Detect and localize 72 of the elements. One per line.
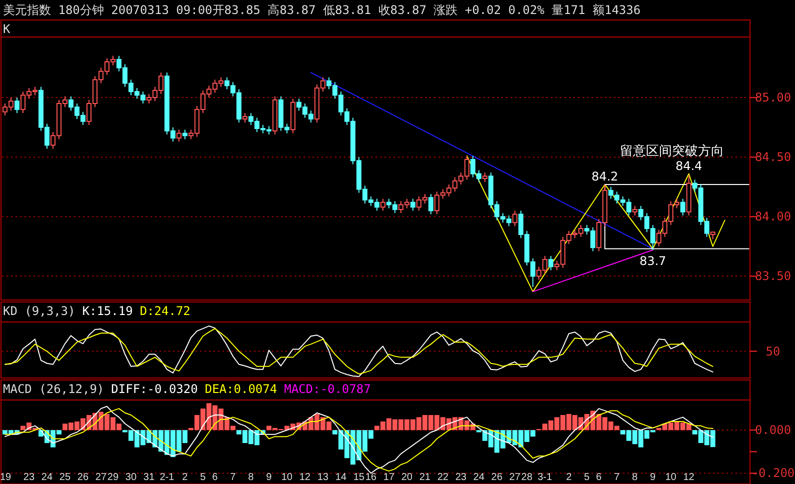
x-tick-label: 8 xyxy=(632,472,638,483)
candlestick xyxy=(182,129,188,140)
y-tick-label: 84.00 xyxy=(754,210,792,224)
x-tick-label: 26 xyxy=(491,472,503,483)
x-tick-label: 7 xyxy=(230,472,236,483)
x-tick-label: 12 xyxy=(683,472,695,483)
candlestick xyxy=(482,172,488,183)
x-tick-label: 27 xyxy=(509,472,521,483)
annotation: 84.2 xyxy=(591,169,618,184)
y-tick-label: 83.50 xyxy=(754,269,792,284)
annotation: 83.7 xyxy=(639,254,666,268)
candlestick xyxy=(14,97,20,114)
x-tick-label: 23 xyxy=(455,472,467,483)
x-tick-label: 17 xyxy=(383,472,395,483)
y-tick-label: 84.50 xyxy=(754,150,792,164)
line-series xyxy=(466,155,726,292)
x-tick-label: 2 xyxy=(566,472,572,483)
x-tick-label: 13 xyxy=(317,472,329,483)
x-tick-label: 26 xyxy=(77,472,89,483)
x-tick-label: 23 xyxy=(23,472,35,483)
x-tick-label: 2-1 xyxy=(160,472,175,483)
x-tick-label: 29 xyxy=(107,472,119,483)
x-tick-label: 12 xyxy=(299,472,311,483)
x-tick-label: 7 xyxy=(614,472,620,483)
candlestick xyxy=(410,198,416,212)
text: MACD:-0.0787 xyxy=(284,382,371,396)
candlestick xyxy=(176,129,182,142)
x-tick-label: 6 xyxy=(596,472,602,483)
x-tick-label: 30 xyxy=(125,472,137,483)
candlestick xyxy=(632,205,638,216)
candlestick xyxy=(428,194,434,215)
x-tick-label: 20 xyxy=(401,472,413,483)
annotation: 84.4 xyxy=(675,158,702,173)
x-tick-label: 22 xyxy=(437,472,449,483)
x-tick-label: 14 xyxy=(335,472,347,483)
x-tick-label: 10 xyxy=(665,472,677,483)
x-tick-label: 9 xyxy=(650,472,656,483)
series-label: DIFF:-0.0320 xyxy=(111,382,198,396)
x-tick-label: 5 xyxy=(200,472,206,483)
y-axis-title: K xyxy=(3,22,11,36)
candlestick xyxy=(380,198,386,212)
candlestick xyxy=(548,255,554,271)
x-tick-label: 10 xyxy=(281,472,293,483)
chart-title: KD (9,3,3) xyxy=(3,304,76,318)
text: DEA:0.0074 xyxy=(204,382,278,396)
candlestick xyxy=(680,198,686,216)
x-tick-label: 9 xyxy=(266,472,272,483)
x-tick-label: 3-1 xyxy=(538,472,553,483)
x-tick-label: 27 xyxy=(95,472,107,483)
x-tick-label: 2 xyxy=(182,472,188,483)
x-tick-label: 25 xyxy=(59,472,71,483)
x-tick-label: 28 xyxy=(521,472,533,483)
x-tick-label: 24 xyxy=(473,472,485,483)
y-tick-label: 85.00 xyxy=(754,90,792,105)
x-tick-label: 5 xyxy=(584,472,590,483)
series-label: K:15.19 xyxy=(82,304,133,318)
candlestick xyxy=(242,112,248,124)
x-tick-label: 6 xyxy=(212,472,218,483)
x-tick-label: 31 xyxy=(143,472,155,483)
annotation: 留意区间突破方向 xyxy=(620,143,724,159)
x-tick-label: 21 xyxy=(419,472,431,483)
chart-title: 美元指数 180分钟 20070313 09:00开83.85 高83.87 低83.81 收83.87 涨跌 +0.02 0.02% 量171 额14336 xyxy=(3,3,641,17)
y-tick-label: -0.200 xyxy=(751,466,795,480)
candlestick xyxy=(512,210,518,227)
series-label: D:24.72 xyxy=(140,304,190,318)
ref-line-label: 50 xyxy=(766,344,780,358)
x-tick-label: 15 xyxy=(353,472,365,483)
x-tick-label: 8 xyxy=(248,472,254,483)
chart-title: MACD (26,12,9) xyxy=(3,382,104,396)
x-tick-label: 24 xyxy=(41,472,53,483)
x-tick-label: 16 xyxy=(365,472,377,483)
y-tick-label: 0.000 xyxy=(754,423,792,438)
